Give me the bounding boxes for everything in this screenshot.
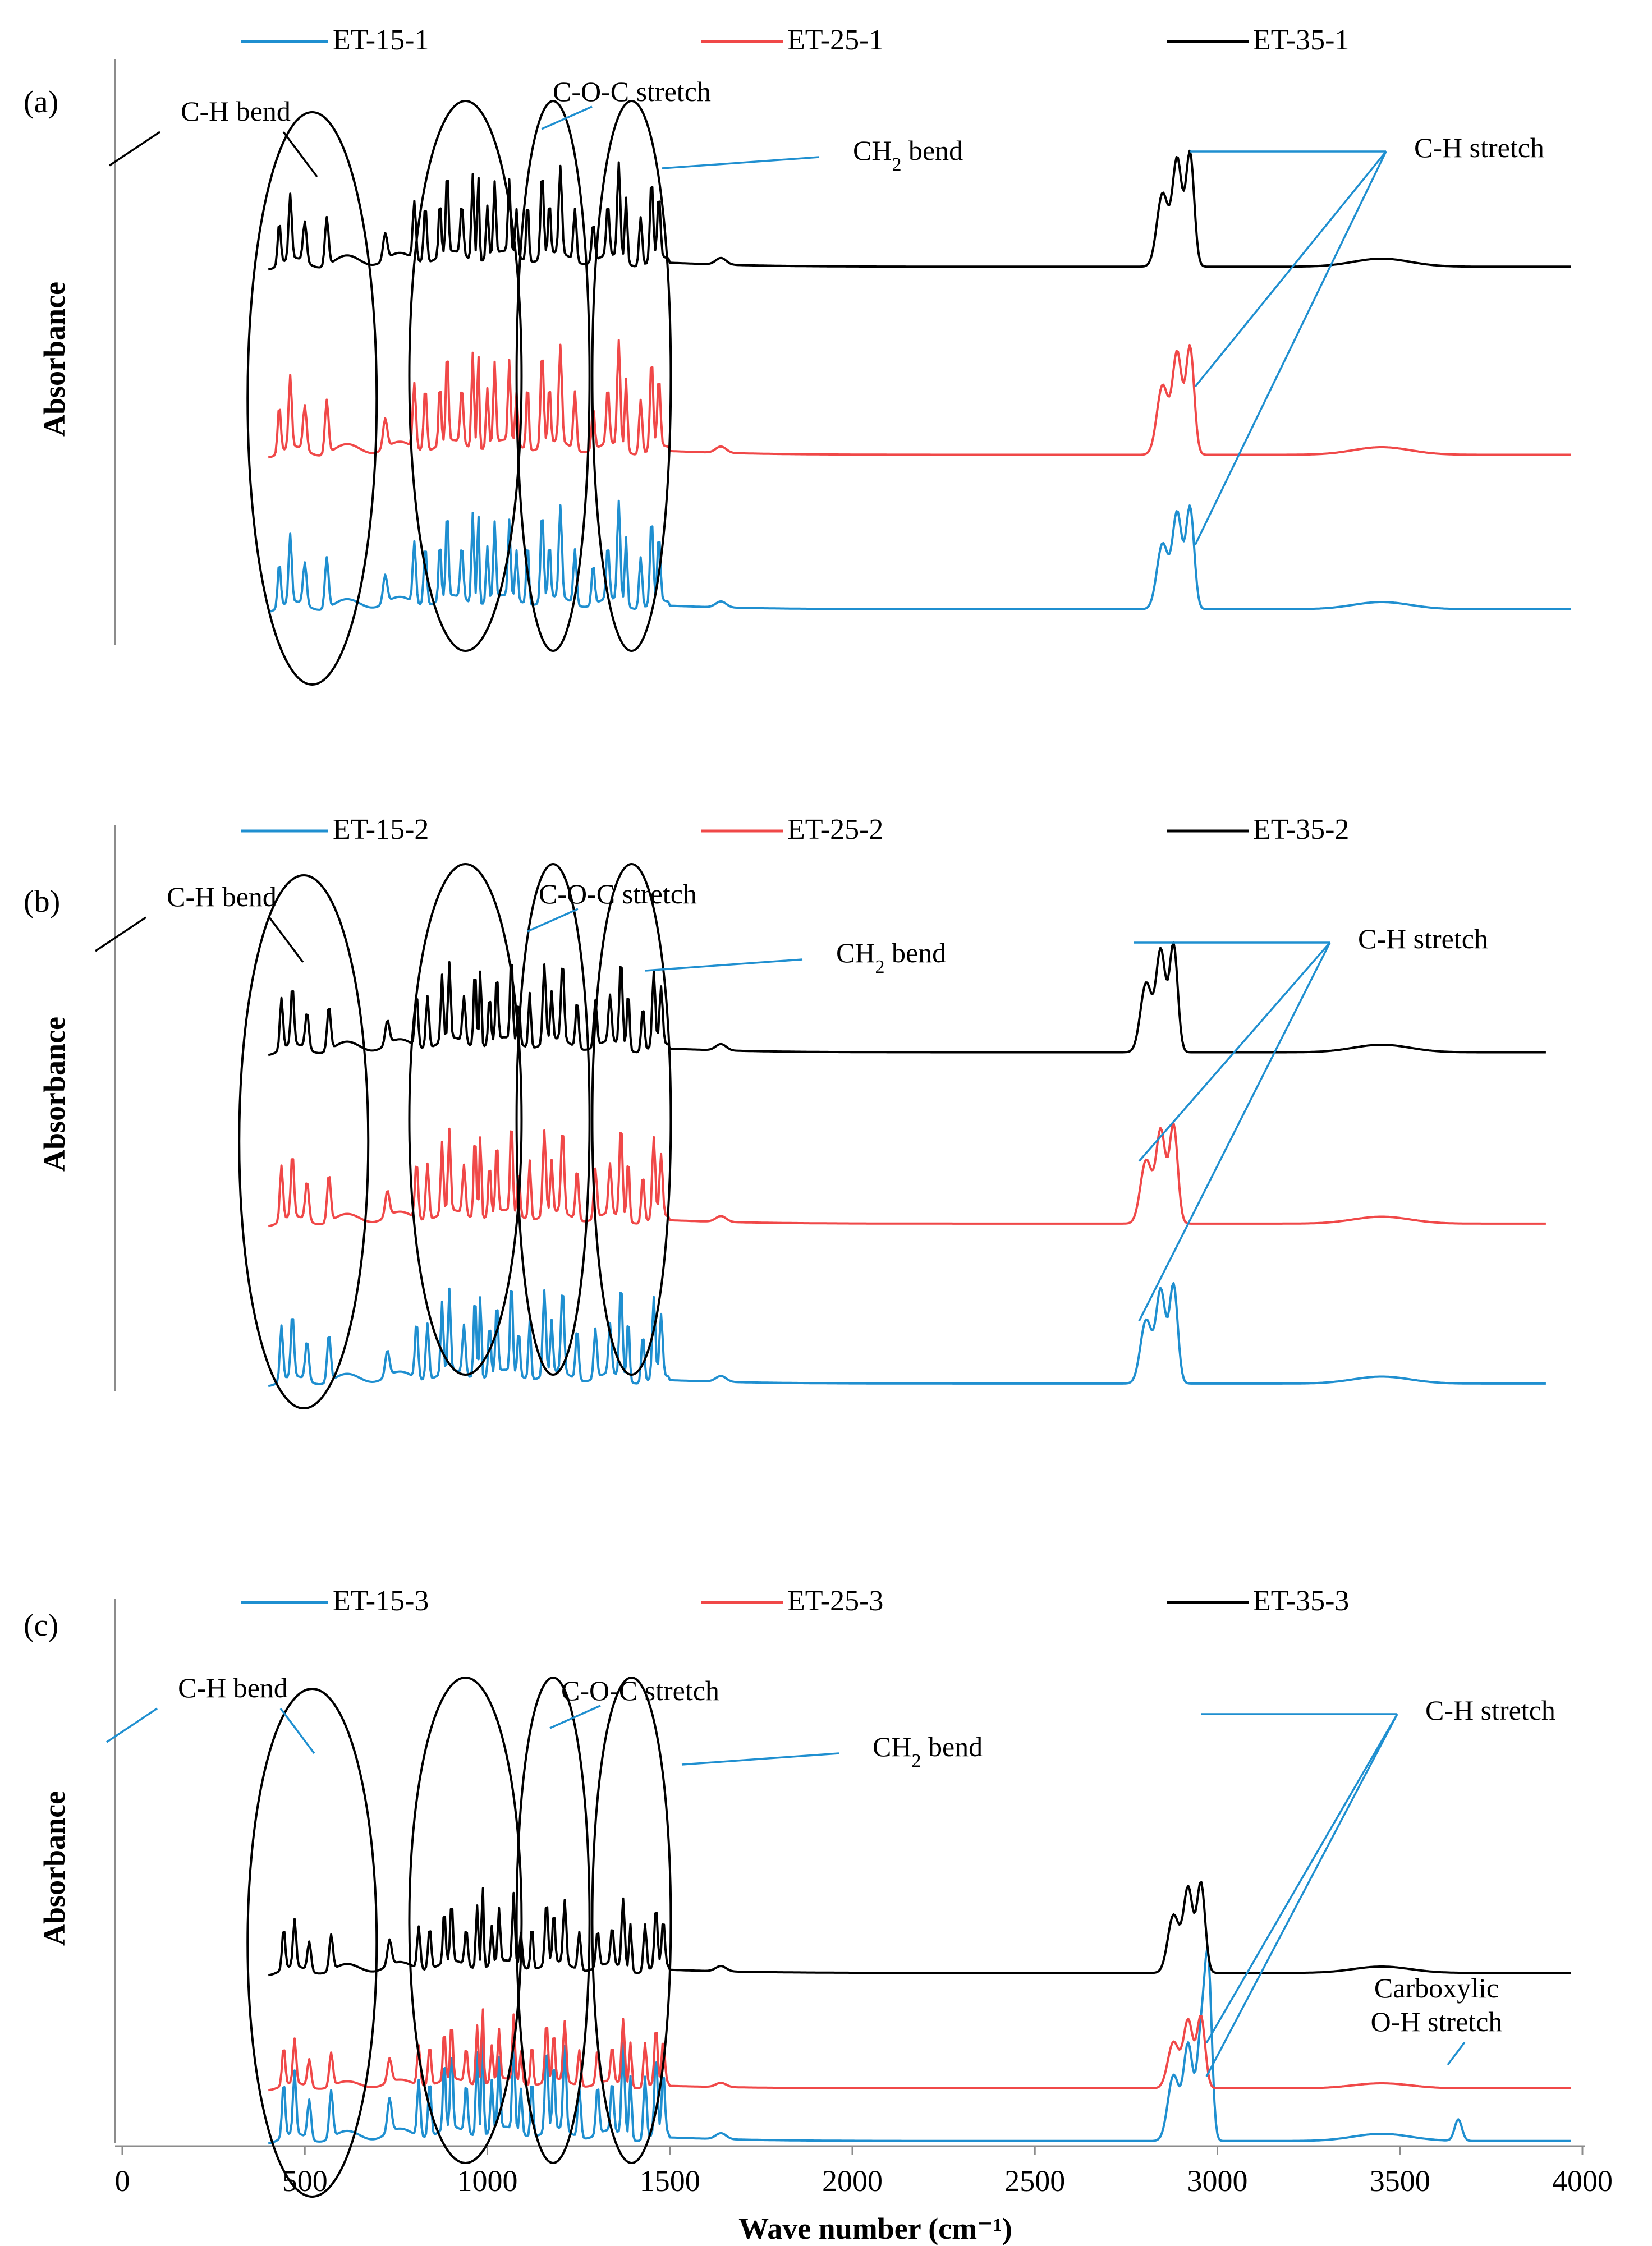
annotation-ch-stretch: C-H stretch — [1358, 923, 1488, 954]
leader-line — [541, 105, 593, 130]
region-ellipse — [591, 1677, 672, 2164]
annotation-ch-stretch: C-H stretch — [1414, 132, 1544, 163]
leader-line — [549, 1705, 601, 1729]
panel-label: (b) — [24, 884, 60, 919]
leader-line — [1205, 1714, 1398, 2077]
leader-line — [681, 1752, 839, 1766]
x-tick-label: 1000 — [457, 2164, 518, 2198]
legend-label: ET-25-3 — [787, 1585, 883, 1617]
leader-line — [1138, 942, 1331, 1322]
leader-line — [1138, 941, 1331, 1162]
region-ellipse — [408, 100, 523, 652]
region-ellipse — [238, 874, 370, 1409]
annotation-ch-bend: C-H bend — [167, 881, 277, 912]
region-ellipse — [591, 100, 672, 652]
legend-label: ET-15-1 — [333, 24, 429, 56]
annotation-coc-stretch: C-O-C stretch — [539, 878, 697, 910]
y-axis-label: Absorbance — [38, 1017, 71, 1172]
annotation-coc-stretch: C-O-C stretch — [553, 76, 711, 107]
region-ellipse — [515, 1677, 591, 2164]
region-ellipse — [515, 863, 591, 1376]
region-ellipse — [408, 863, 523, 1376]
annotation-ch2-bend: CH2 bend — [873, 1731, 983, 1771]
panel-a: (a) Absorbance ET-15-1 ET-25-1 ET-35-1 C-H be… — [24, 24, 1571, 686]
x-tick-label: 3500 — [1370, 2164, 1430, 2198]
annotation-oh-stretch: O-H stretch — [1371, 2006, 1503, 2037]
legend-label: ET-35-2 — [1253, 814, 1349, 846]
annotation-ch2-bend: CH2 bend — [853, 135, 963, 175]
leader-line — [1447, 2041, 1466, 2066]
legend-label: ET-25-1 — [787, 24, 883, 56]
leader-line — [527, 908, 579, 933]
series-line-ET-35-2 — [268, 941, 1546, 1057]
x-tick-label: 0 — [115, 2164, 130, 2198]
y-axis-label: Absorbance — [38, 282, 71, 437]
legend-label: ET-35-3 — [1253, 1585, 1349, 1617]
panel-label: (c) — [24, 1608, 58, 1643]
series-line-ET-35-1 — [268, 149, 1571, 271]
legend-label: ET-25-2 — [787, 814, 883, 846]
region-ellipse — [408, 1677, 523, 2164]
x-tick-label: 2000 — [822, 2164, 883, 2198]
leader-line — [109, 131, 160, 167]
x-tick-label: 4000 — [1552, 2164, 1613, 2198]
leader-line — [279, 1707, 315, 1754]
annotation-ch-stretch: C-H stretch — [1425, 1694, 1555, 1726]
y-axis-label: Absorbance — [38, 1791, 71, 1946]
series-line-ET-25-1 — [268, 339, 1571, 459]
leader-line — [662, 156, 820, 169]
leader-line — [1205, 1714, 1398, 2043]
leader-line — [268, 916, 304, 963]
leader-line — [106, 1707, 158, 1743]
series-line-ET-15-3 — [268, 1948, 1571, 2145]
series-line-ET-25-3 — [268, 2008, 1571, 2092]
series-line-ET-15-1 — [268, 499, 1571, 613]
annotation-coc-stretch: C-O-C stretch — [561, 1675, 719, 1706]
panel-b: (b) Absorbance ET-15-2 ET-25-2 ET-35-2 C-H be… — [24, 814, 1546, 1409]
x-tick-label: 3000 — [1187, 2164, 1248, 2198]
series-line-ET-15-2 — [268, 1282, 1546, 1388]
x-tick-label: 2500 — [1004, 2164, 1065, 2198]
annotation-ch-bend: C-H bend — [181, 95, 291, 127]
leader-line — [95, 916, 146, 952]
x-tick-label: 1500 — [640, 2164, 700, 2198]
region-ellipse — [591, 863, 672, 1376]
series-line-ET-35-3 — [268, 1881, 1571, 1977]
annotation-ch2-bend: CH2 bend — [836, 937, 946, 977]
legend-label: ET-35-1 — [1253, 24, 1349, 56]
leader-line — [282, 131, 318, 178]
annotation-ch-bend: C-H bend — [178, 1672, 288, 1703]
legend-label: ET-15-2 — [333, 814, 429, 846]
region-ellipse — [515, 100, 591, 652]
region-ellipse — [246, 111, 378, 686]
legend-label: ET-15-3 — [333, 1585, 429, 1617]
region-ellipse — [246, 1688, 378, 2198]
panel-label: (a) — [24, 85, 58, 120]
annotation-carboxylic: Carboxylic — [1374, 1972, 1499, 2004]
x-axis-label: Wave number (cm⁻¹) — [738, 2212, 1012, 2245]
leader-line — [1194, 150, 1387, 388]
panel-c: (c) Absorbance ET-15-3 ET-25-3 ET-35-3 C-H be… — [24, 1585, 1585, 2198]
series-line-ET-25-2 — [268, 1122, 1546, 1228]
leader-line — [1194, 151, 1387, 545]
leader-line — [645, 958, 803, 972]
